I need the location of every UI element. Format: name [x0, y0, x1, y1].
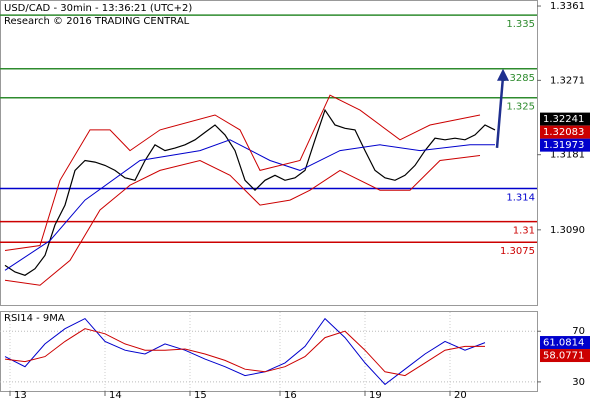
chart-subtitle: Research © 2016 TRADING CENTRAL	[4, 16, 190, 27]
series-line	[4, 108, 496, 276]
level-label: 1.335	[506, 19, 535, 30]
y-tick-label: 1.3361	[550, 1, 585, 12]
value-marker-label: 1.32083	[543, 127, 584, 138]
series-line	[4, 139, 495, 271]
y-tick-label: 30	[572, 377, 585, 388]
rsi-title: RSI14 - 9MA	[4, 313, 65, 324]
x-tick-label: 19	[369, 390, 382, 400]
value-marker-label: 1.31973	[543, 140, 584, 151]
series-line	[4, 94, 481, 251]
level-label: 1.31	[513, 226, 535, 237]
y-tick-label: 1.3271	[550, 75, 585, 86]
price-panel	[0, 0, 538, 306]
value-marker	[540, 112, 590, 126]
chart-title: USD/CAD - 30min - 13:36:21 (UTC+2)	[4, 3, 192, 14]
series-line	[4, 317, 486, 386]
y-tick-label: 1.3090	[550, 225, 585, 236]
x-tick-label: 14	[109, 390, 122, 400]
value-marker	[540, 138, 590, 152]
level-label: 1.3285	[500, 73, 535, 84]
value-marker-label: 61.0814	[543, 338, 584, 349]
value-marker-label: 1.32241	[543, 114, 584, 125]
forecast-arrowhead	[497, 68, 509, 81]
series-line	[4, 155, 481, 286]
y-tick-label: 1.3181	[550, 150, 585, 161]
value-marker	[540, 125, 590, 139]
series-line	[4, 328, 485, 377]
value-marker	[540, 336, 590, 350]
value-marker	[540, 349, 590, 363]
value-marker-label: 58.0771	[543, 351, 584, 362]
x-tick-label: 13	[14, 390, 27, 400]
rsi-panel	[0, 311, 538, 392]
y-tick-label: 70	[572, 326, 585, 337]
forecast-arrow	[495, 76, 505, 149]
x-tick-label: 20	[454, 390, 467, 400]
level-label: 1.325	[506, 102, 535, 113]
x-tick-label: 15	[194, 390, 207, 400]
x-tick-label: 16	[284, 390, 297, 400]
level-label: 1.314	[506, 193, 535, 204]
level-label: 1.3075	[500, 246, 535, 257]
